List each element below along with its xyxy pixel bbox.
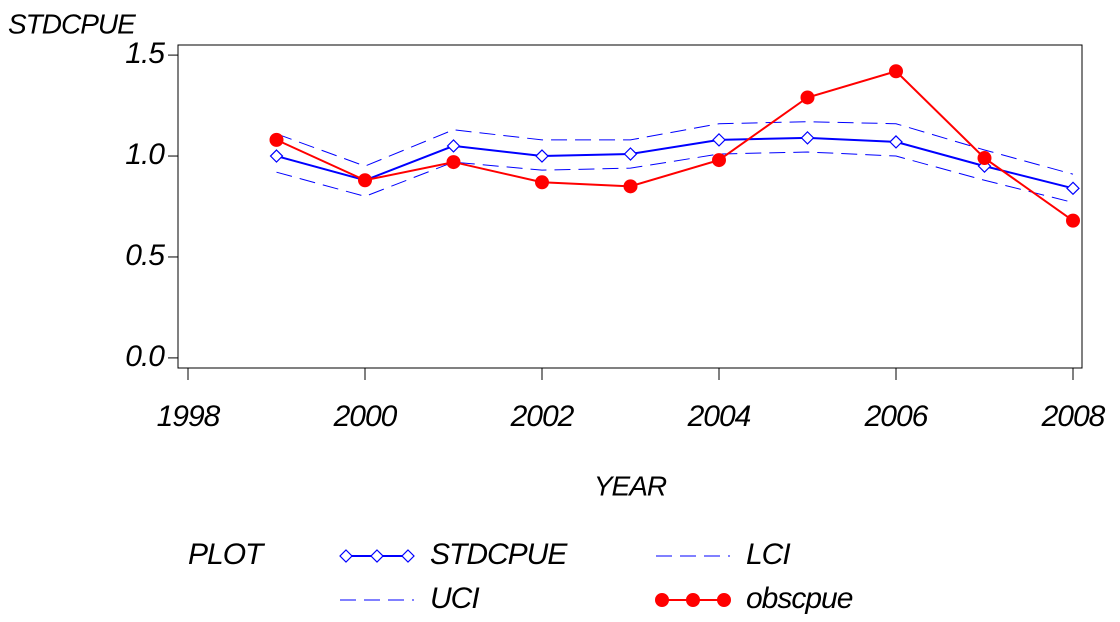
- legend-marker: [686, 593, 700, 607]
- marker: [889, 135, 903, 149]
- marker: [269, 149, 284, 163]
- marker: [623, 179, 638, 194]
- x-tick-label: 2000: [333, 400, 398, 433]
- x-tick-label: 2008: [1041, 400, 1106, 433]
- series-line: [276, 151, 1074, 203]
- y-tick-label: 1.0: [125, 138, 165, 171]
- legend-title: PLOT: [188, 538, 266, 571]
- legend-label: UCI: [430, 582, 479, 615]
- marker: [800, 131, 815, 145]
- legend-label: obscpue: [746, 582, 853, 615]
- marker: [446, 155, 461, 170]
- y-tick-label: 0.5: [125, 239, 165, 272]
- marker: [446, 139, 461, 153]
- marker: [889, 64, 903, 79]
- x-tick-label: 1998: [157, 400, 221, 433]
- legend-marker: [655, 593, 669, 607]
- marker: [800, 90, 815, 105]
- legend-marker: [339, 549, 353, 563]
- legend-label: STDCPUE: [430, 538, 568, 571]
- marker: [535, 149, 549, 163]
- marker: [535, 175, 549, 190]
- plot-frame: [177, 44, 1083, 369]
- marker: [358, 173, 372, 188]
- marker: [712, 153, 726, 168]
- legend-marker: [717, 593, 731, 607]
- series-line: [276, 136, 1074, 190]
- x-tick-label: 2004: [687, 400, 751, 433]
- x-tick-label: 2006: [864, 400, 929, 433]
- legend-marker: [370, 549, 384, 563]
- marker: [1066, 181, 1080, 196]
- marker: [977, 151, 992, 166]
- x-axis-title: YEAR: [594, 470, 667, 501]
- x-tick-label: 2002: [510, 400, 575, 433]
- series-line: [276, 70, 1074, 222]
- legend-marker: [401, 549, 415, 563]
- marker: [712, 133, 726, 147]
- y-tick-label: 1.5: [125, 37, 165, 70]
- y-axis-title: STDCPUE: [8, 8, 136, 39]
- legend-label: LCI: [746, 538, 790, 571]
- series-line: [276, 121, 1074, 175]
- marker: [623, 147, 638, 161]
- marker: [269, 132, 284, 147]
- y-tick-label: 0.0: [125, 340, 165, 373]
- marker: [1066, 213, 1080, 228]
